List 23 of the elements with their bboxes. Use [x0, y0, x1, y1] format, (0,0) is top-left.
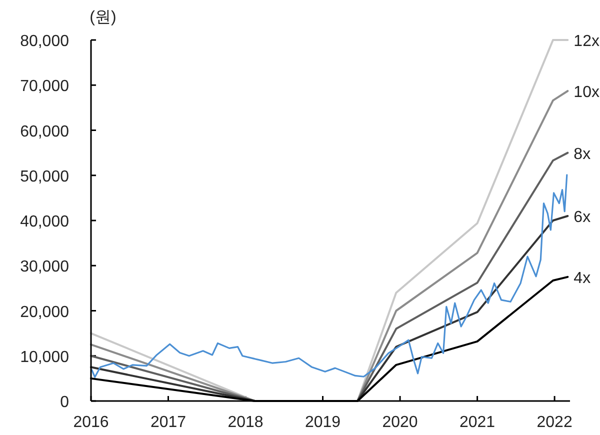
- x-tick-label: 2021: [459, 414, 496, 431]
- y-tick-label: 80,000: [20, 33, 70, 50]
- y-tick-label: 70,000: [20, 78, 70, 96]
- x-tick-label: 2022: [536, 414, 572, 431]
- y-tick-label: 50,000: [20, 168, 70, 186]
- y-tick-label: 30,000: [20, 258, 70, 276]
- x-tick-label: 2016: [73, 414, 109, 431]
- x-tick-label: 2020: [382, 414, 418, 431]
- x-tick-label: 2018: [228, 414, 264, 431]
- x-tick-label: 2017: [150, 414, 186, 431]
- y-tick-label: 0: [60, 394, 70, 411]
- y-tick-label: 10,000: [20, 348, 70, 366]
- x-tick-label: 2019: [304, 414, 341, 431]
- series-label: 6x: [574, 208, 591, 226]
- y-tick-label: 40,000: [20, 214, 70, 230]
- series-label: 8x: [574, 146, 591, 163]
- line-series: [90, 174, 568, 378]
- y-tick-label: 60,000: [20, 123, 70, 140]
- y-tick-label: 20,000: [20, 304, 70, 321]
- series-label: 10x: [574, 84, 600, 101]
- y-axis-title: (원): [90, 9, 116, 26]
- series-label: 4x: [574, 270, 591, 287]
- series-label: 12x: [574, 33, 600, 50]
